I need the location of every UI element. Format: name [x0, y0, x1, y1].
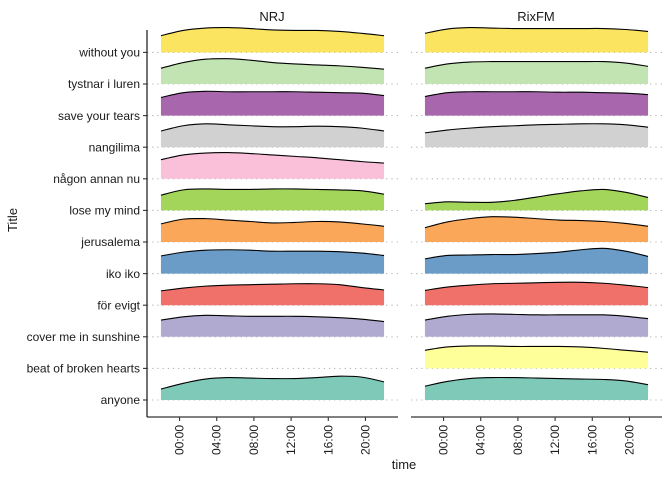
- y-axis: anyone beat of broken hearts cover me in s…: [27, 30, 148, 417]
- ridge-line: [424, 27, 649, 34]
- y-tick-label: without you: [78, 46, 140, 60]
- ridge-line: [160, 375, 385, 390]
- ridge-line: [424, 313, 649, 321]
- ridge-line: [424, 345, 649, 353]
- ridge-line: [424, 91, 649, 98]
- ridge-area-jerusalema: [424, 216, 649, 242]
- y-tick-label: anyone: [101, 393, 141, 407]
- x-tick-label: 00:00: [437, 425, 451, 455]
- ridge-area-lose-my-mind: [160, 188, 385, 211]
- y-tick-label: cover me in sunshine: [27, 330, 141, 344]
- ridge-area-save-your-tears: [160, 91, 385, 116]
- chart-panels: [147, 27, 662, 401]
- x-tick-label: 16:00: [585, 425, 599, 455]
- y-tick-label: för evigt: [97, 298, 140, 312]
- ridge-area-without-you: [160, 27, 385, 53]
- ridge-line: [424, 60, 649, 69]
- x-axes: 00:00 04:00 08:00 12:00 16:00 20:00 00:00 04:00…: [147, 416, 662, 455]
- x-tick-label: 08:00: [247, 425, 261, 455]
- facet-strip-label: RixFM: [517, 9, 555, 24]
- x-tick-label: 04:00: [210, 425, 224, 455]
- y-tick-label: beat of broken hearts: [27, 362, 140, 376]
- y-tick-label: save your tears: [58, 109, 140, 123]
- ridge-area-nangilima: [424, 123, 649, 148]
- x-tick-label: 20:00: [622, 425, 636, 455]
- ridge-area-iko-iko: [424, 248, 649, 274]
- x-tick-label: 12:00: [548, 425, 562, 455]
- ridge-area-without-you: [424, 27, 649, 53]
- y-axis-title: Title: [5, 208, 20, 232]
- ridge-line: [160, 188, 385, 196]
- x-tick-label: 00:00: [173, 425, 187, 455]
- y-tick-label: någon annan nu: [53, 172, 140, 186]
- x-axis: 00:00 04:00 08:00 12:00 16:00 20:00: [147, 416, 398, 455]
- x-tick-label: 12:00: [284, 425, 298, 455]
- x-tick-label: 08:00: [511, 425, 525, 455]
- ridge-area-anyone: [160, 376, 385, 400]
- ridge-line: [424, 216, 649, 229]
- x-tick-label: 20:00: [358, 425, 372, 455]
- ridge-area-för-evigt: [160, 283, 385, 306]
- ridge-area-för-evigt: [424, 282, 649, 306]
- ridge-line: [160, 58, 385, 70]
- facet-panel: [411, 27, 662, 401]
- y-tick-label: nangilima: [89, 140, 141, 154]
- ridge-line: [424, 376, 649, 387]
- ridge-area-nangilima: [160, 123, 385, 148]
- ridge-area-beat-of-broken-hearts: [424, 345, 649, 369]
- y-tick-label: jerusalema: [80, 235, 140, 249]
- ridge-area-tystnar-i-luren: [160, 58, 385, 84]
- ridge-line: [160, 90, 385, 99]
- ridge-area-cover-me-in-sunshine: [160, 315, 385, 337]
- ridge-line: [160, 27, 385, 37]
- facet-strips: NRJ RixFM: [259, 9, 554, 24]
- facet-strip-label: NRJ: [259, 9, 284, 24]
- y-tick-label: tystnar i luren: [68, 77, 140, 91]
- ridge-area-jerusalema: [160, 218, 385, 242]
- ridge-line: [160, 283, 385, 292]
- facet-panel: [147, 27, 398, 401]
- ridge-line: [160, 217, 385, 227]
- ridge-area-anyone: [424, 377, 649, 400]
- ridge-line: [160, 249, 385, 257]
- ridge-line: [160, 152, 385, 164]
- ridge-line: [160, 314, 385, 323]
- y-tick-label: iko iko: [106, 267, 140, 281]
- x-tick-label: 04:00: [474, 425, 488, 455]
- ridge-line: [424, 188, 649, 205]
- ridge-area-tystnar-i-luren: [424, 61, 649, 84]
- ridge-line: [424, 247, 649, 260]
- x-axis: 00:00 04:00 08:00 12:00 16:00 20:00: [411, 416, 662, 455]
- x-axis-title: time: [392, 457, 417, 472]
- ridge-area-cover-me-in-sunshine: [424, 313, 649, 337]
- ridge-area-någon-annan-nu: [160, 152, 385, 179]
- y-tick-label: lose my mind: [69, 204, 140, 218]
- ridge-line: [424, 123, 649, 134]
- ridge-area-save-your-tears: [424, 91, 649, 116]
- ridge-line: [424, 281, 649, 291]
- x-tick-label: 16:00: [321, 425, 335, 455]
- ridge-area-lose-my-mind: [424, 189, 649, 211]
- ridge-area-iko-iko: [160, 249, 385, 274]
- ridge-line: [160, 123, 385, 132]
